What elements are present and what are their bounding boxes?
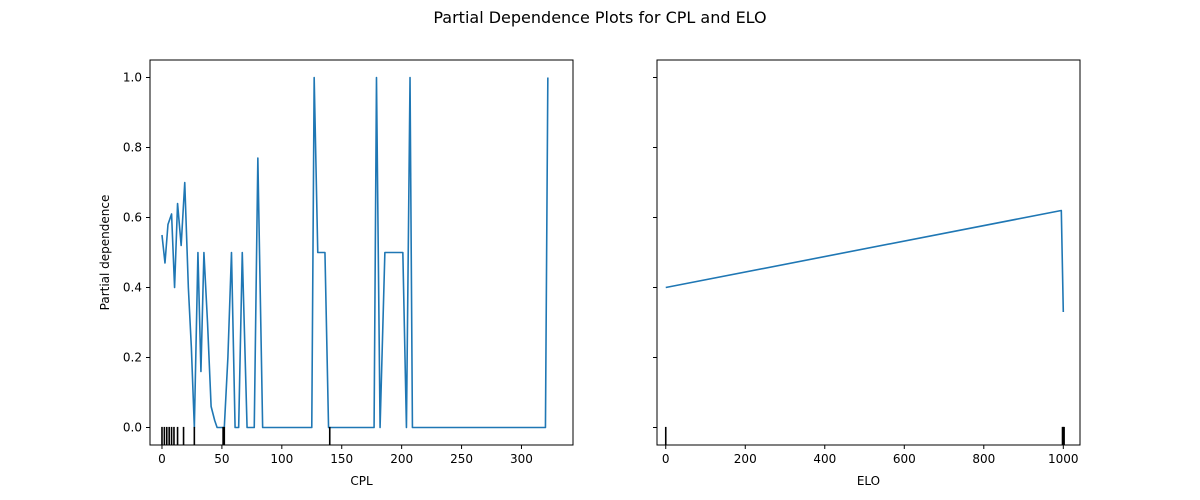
- cpl-y-tick-label: 0.8: [123, 141, 142, 155]
- cpl-x-tick-label: 100: [270, 452, 293, 466]
- elo-x-axis-label: ELO: [857, 474, 880, 488]
- elo-plot-content: [664, 209, 1065, 445]
- cpl-y-tick-label: 0.2: [123, 351, 142, 365]
- cpl-x-tick-label: 200: [390, 452, 413, 466]
- cpl-y-tick-label: 1.0: [123, 71, 142, 85]
- elo-axes-frame: [656, 59, 1081, 446]
- cpl-y-tick-label: 0.6: [123, 211, 142, 225]
- cpl-panel: 0 50 100 150 200 250 300 0.0 0.2 0.4 0.6 0.8 1.0 CP…: [98, 59, 574, 488]
- cpl-x-tick-label: 50: [214, 452, 229, 466]
- elo-x-tick-label: 0: [662, 452, 670, 466]
- cpl-y-axis: 0.0 0.2 0.4 0.6 0.8 1.0: [123, 71, 150, 435]
- elo-y-axis: [653, 77, 657, 428]
- elo-x-tick-label: 600: [893, 452, 916, 466]
- elo-x-tick-label: 200: [734, 452, 757, 466]
- cpl-axes-frame: [149, 59, 574, 446]
- cpl-pd-line-0: [161, 76, 549, 429]
- figure-title: Partial Dependence Plots for CPL and ELO: [433, 8, 766, 27]
- cpl-x-tick-label: 150: [330, 452, 353, 466]
- cpl-x-axis: 0 50 100 150 200 250 300: [158, 445, 533, 466]
- elo-pd-line-0: [665, 209, 1065, 313]
- elo-x-axis: 0 200 400 600 800 1000: [662, 445, 1079, 466]
- elo-panel: 0 200 400 600 800 1000 ELO: [653, 59, 1081, 488]
- cpl-x-tick-label: 250: [450, 452, 473, 466]
- cpl-y-tick-label: 0.4: [123, 281, 142, 295]
- cpl-x-axis-label: CPL: [350, 474, 373, 488]
- cpl-y-axis-label: Partial dependence: [98, 195, 112, 311]
- elo-x-tick-label: 1000: [1048, 452, 1079, 466]
- cpl-plot-content: [161, 76, 549, 445]
- elo-x-tick-label: 800: [972, 452, 995, 466]
- elo-x-tick-label: 400: [813, 452, 836, 466]
- cpl-y-tick-label: 0.0: [123, 421, 142, 435]
- cpl-x-tick-label: 300: [510, 452, 533, 466]
- cpl-x-tick-label: 0: [158, 452, 166, 466]
